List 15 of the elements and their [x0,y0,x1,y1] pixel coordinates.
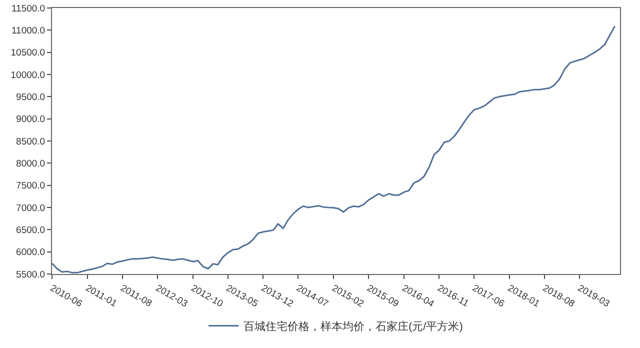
line-series [52,25,616,274]
legend-label: 百城住宅价格，样本均价，石家庄(元/平方米) [244,320,463,334]
y-tick-label: 8500.0 [16,136,46,148]
y-tick-label: 6500.0 [16,224,46,236]
y-tick-label: 7000.0 [16,202,46,214]
y-tick-label: 11500.0 [11,3,46,14]
y-tick-label: 9000.0 [16,114,46,126]
y-tick-label: 10500.0 [10,48,46,59]
y-tick-label: 10000.0 [10,70,46,81]
y-tick-label: 5500.0 [16,269,46,280]
y-tick-label: 9500.0 [16,92,46,103]
y-tick-label: 7500.0 [16,180,46,192]
y-tick-label: 11000.0 [11,25,46,36]
y-tick-label: 8000.0 [16,158,46,170]
y-tick-label: 6000.0 [16,247,46,258]
